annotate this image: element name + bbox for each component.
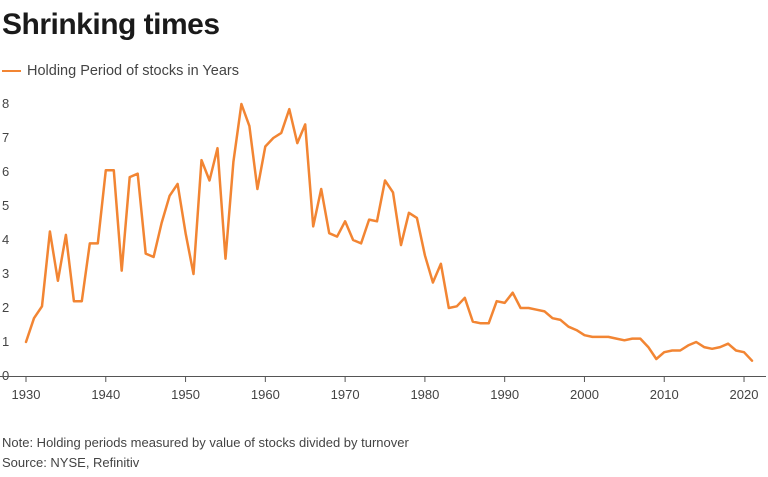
y-tick-label: 8 [2, 96, 9, 111]
x-tick-label: 1950 [171, 387, 200, 402]
legend: Holding Period of stocks in Years [2, 63, 239, 79]
x-axis-ticks: 1930 1940 1950 1960 1970 1980 1990 2000 2010 2020 [12, 376, 759, 402]
footnote: Note: Holding periods measured by value … [2, 435, 409, 450]
y-tick-label: 7 [2, 130, 9, 145]
y-tick-label: 3 [2, 266, 9, 281]
footer: Note: Holding periods measured by value … [2, 433, 409, 473]
y-axis-ticks: 0 1 2 3 4 5 6 7 8 [2, 96, 9, 383]
x-tick-label: 1960 [251, 387, 280, 402]
chart-title: Shrinking times [2, 8, 220, 41]
x-tick-label: 1980 [410, 387, 439, 402]
x-tick-label: 2020 [730, 387, 759, 402]
series-line [24, 102, 754, 362]
series-group [24, 102, 754, 362]
y-tick-label: 1 [2, 334, 9, 349]
y-tick-label: 0 [2, 368, 9, 383]
x-tick-label: 1970 [331, 387, 360, 402]
y-tick-label: 2 [2, 300, 9, 315]
x-tick-label: 2010 [650, 387, 679, 402]
y-tick-label: 4 [2, 232, 9, 247]
x-tick-label: 2000 [570, 387, 599, 402]
x-tick-label: 1940 [91, 387, 120, 402]
source-line: Source: NYSE, Refinitiv [2, 455, 140, 470]
legend-swatch [2, 69, 21, 73]
y-tick-label: 6 [2, 164, 9, 179]
x-tick-label: 1990 [490, 387, 519, 402]
line-chart: 0 1 2 3 4 5 6 7 8 1930 1940 1950 1960 1970 1980 1990 20… [0, 96, 766, 402]
x-tick-label: 1930 [12, 387, 41, 402]
legend-label: Holding Period of stocks in Years [27, 63, 239, 79]
y-tick-label: 5 [2, 198, 9, 213]
